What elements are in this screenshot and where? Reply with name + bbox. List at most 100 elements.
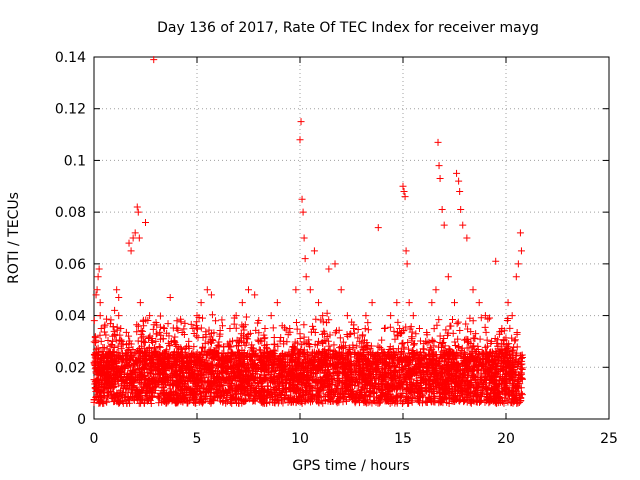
data-point [339, 338, 347, 346]
data-point [423, 339, 431, 347]
data-point [349, 373, 357, 381]
data-point [156, 312, 164, 320]
data-point [150, 321, 158, 329]
data-point [126, 399, 134, 407]
data-point [110, 367, 118, 375]
data-point [122, 328, 130, 336]
data-point [457, 206, 465, 214]
data-point [362, 360, 370, 368]
data-point [444, 355, 452, 363]
data-point [170, 370, 178, 378]
data-point [472, 330, 480, 338]
data-point [103, 315, 111, 323]
data-point [115, 337, 123, 345]
data-point [201, 339, 209, 347]
data-point [421, 351, 429, 359]
data-point [399, 182, 407, 190]
data-point [505, 373, 513, 381]
data-point [392, 368, 400, 376]
data-point [495, 380, 503, 388]
data-point [436, 332, 444, 340]
data-point [297, 118, 305, 126]
data-point [432, 286, 440, 294]
data-point [301, 255, 309, 263]
data-point [137, 380, 145, 388]
data-point [248, 346, 256, 354]
data-point [241, 368, 249, 376]
data-point [155, 399, 163, 407]
data-point [466, 314, 474, 322]
data-point [269, 324, 277, 332]
data-point [307, 394, 315, 402]
data-point [319, 347, 327, 355]
data-point [187, 320, 195, 328]
data-point [420, 340, 428, 348]
data-point [230, 320, 238, 328]
data-point [461, 336, 469, 344]
data-point [242, 313, 250, 321]
data-point [402, 247, 410, 255]
data-point [428, 299, 436, 307]
x-tick-label: 15 [394, 431, 412, 447]
data-point [443, 331, 451, 339]
data-point [299, 208, 307, 216]
data-point [364, 326, 372, 334]
data-point [112, 336, 120, 344]
data-point [261, 325, 269, 332]
data-point [302, 364, 310, 372]
data-point [502, 367, 510, 375]
data-point [407, 323, 415, 331]
data-point [298, 195, 306, 203]
data-point [325, 265, 333, 273]
data-point [96, 331, 104, 339]
data-point [104, 337, 112, 345]
data-point [486, 352, 494, 360]
data-point [416, 378, 424, 386]
data-point [204, 381, 212, 389]
data-point [357, 386, 365, 394]
data-point [429, 365, 437, 373]
data-point [381, 397, 389, 405]
data-point [292, 318, 300, 326]
data-point [449, 376, 457, 384]
data-point [295, 397, 303, 405]
data-point [136, 299, 144, 307]
data-point [273, 299, 281, 307]
data-point [447, 369, 455, 377]
data-point [492, 257, 500, 265]
data-point [444, 273, 452, 281]
data-point [254, 352, 262, 360]
data-point [414, 397, 422, 405]
data-point [440, 221, 448, 229]
data-point [408, 368, 416, 376]
data-point [96, 389, 104, 397]
data-point [197, 299, 205, 307]
data-point [351, 381, 359, 389]
data-point [223, 376, 231, 384]
data-point [170, 337, 178, 345]
data-point [117, 345, 125, 353]
data-point [169, 395, 177, 403]
data-point [106, 373, 114, 381]
data-point [506, 370, 514, 378]
data-point [331, 260, 339, 268]
data-point [260, 366, 268, 374]
data-point [200, 378, 208, 386]
y-tick-label: 0.12 [55, 102, 86, 118]
data-point [370, 376, 378, 384]
data-point [473, 366, 481, 374]
data-point [133, 203, 141, 211]
data-point [360, 399, 368, 407]
data-point [207, 329, 215, 337]
data-point [90, 338, 98, 346]
data-point [194, 334, 202, 342]
data-point [488, 358, 496, 366]
data-point [255, 317, 263, 325]
data-point [350, 321, 358, 329]
y-tick-label: 0.06 [55, 257, 86, 273]
data-point [360, 385, 368, 393]
data-point [122, 341, 130, 349]
data-point [195, 376, 203, 384]
data-point [305, 357, 313, 365]
